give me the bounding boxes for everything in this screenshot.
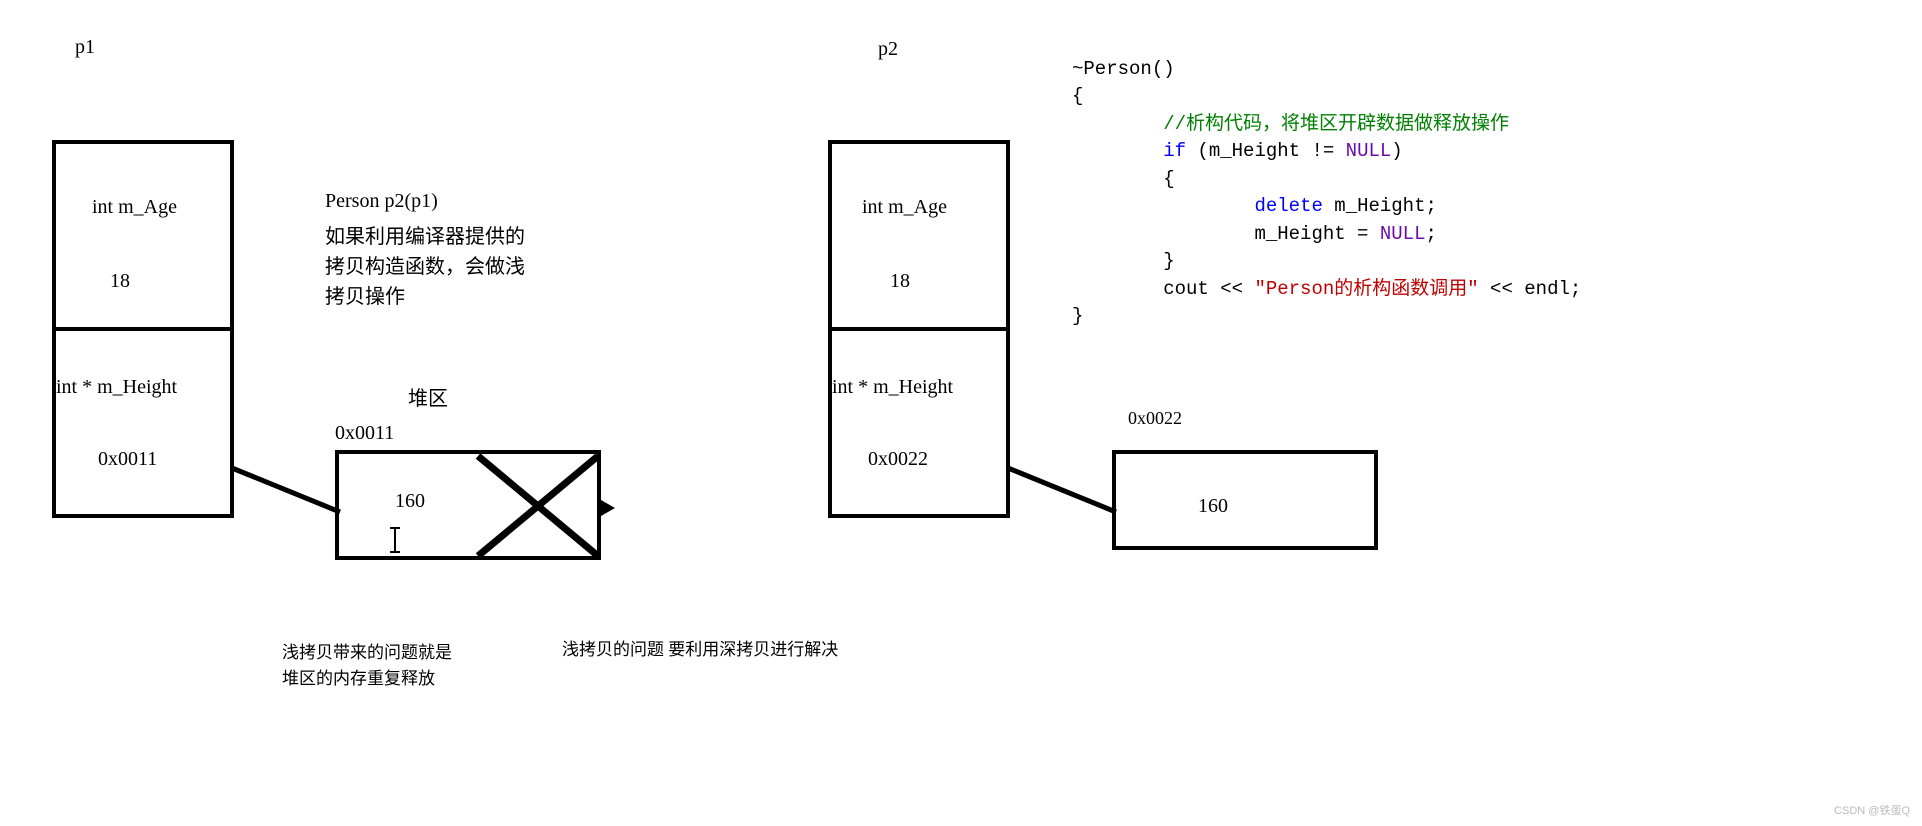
heap-box-right <box>1112 450 1378 550</box>
code-line1: ~Person() <box>1072 58 1175 80</box>
explain-line2: 如果利用编译器提供的 <box>325 220 525 249</box>
null-2: NULL <box>1380 223 1426 245</box>
heap-title-left: 堆区 <box>408 382 448 411</box>
kw-delete: delete <box>1254 195 1322 217</box>
code-line2: { <box>1072 85 1083 107</box>
p1-height-addr: 0x0011 <box>98 448 157 471</box>
caption-2: 浅拷贝的问题 要利用深拷贝进行解决 <box>562 637 838 663</box>
p2-height-label: int * m_Height <box>832 376 953 399</box>
p2-age-value: 18 <box>890 270 910 293</box>
p1-height-label: int * m_Height <box>56 376 177 399</box>
p1-age-value: 18 <box>110 270 130 293</box>
heap-val-right: 160 <box>1198 495 1228 518</box>
p1-title: p1 <box>75 36 95 59</box>
code-comment: //析构代码，将堆区开辟数据做释放操作 <box>1163 113 1509 135</box>
p2-height-addr: 0x0022 <box>868 448 928 471</box>
null-1: NULL <box>1346 140 1392 162</box>
p1-divider <box>52 327 234 331</box>
watermark: CSDN @铁蛋Q <box>1834 802 1910 818</box>
caption-1: 浅拷贝带来的问题就是 堆区的内存重复释放 <box>282 640 452 691</box>
p2-divider <box>828 327 1010 331</box>
destructor-code: ~Person() { //析构代码，将堆区开辟数据做释放操作 if (m_He… <box>1072 28 1581 331</box>
kw-if: if <box>1163 140 1186 162</box>
p2-title: p2 <box>878 38 898 61</box>
p2-age-label: int m_Age <box>862 196 947 219</box>
code-string: "Person的析构函数调用" <box>1254 278 1478 300</box>
explain-line4: 拷贝操作 <box>325 280 405 309</box>
heap-box-left <box>335 450 601 560</box>
explain-line3: 拷贝构造函数，会做浅 <box>325 250 525 279</box>
explain-line1: Person p2(p1) <box>325 190 438 213</box>
p1-age-label: int m_Age <box>92 196 177 219</box>
heap-addr-left: 0x0011 <box>335 422 394 445</box>
heap-val-left: 160 <box>395 490 425 513</box>
heap-addr-right: 0x0022 <box>1128 408 1182 429</box>
